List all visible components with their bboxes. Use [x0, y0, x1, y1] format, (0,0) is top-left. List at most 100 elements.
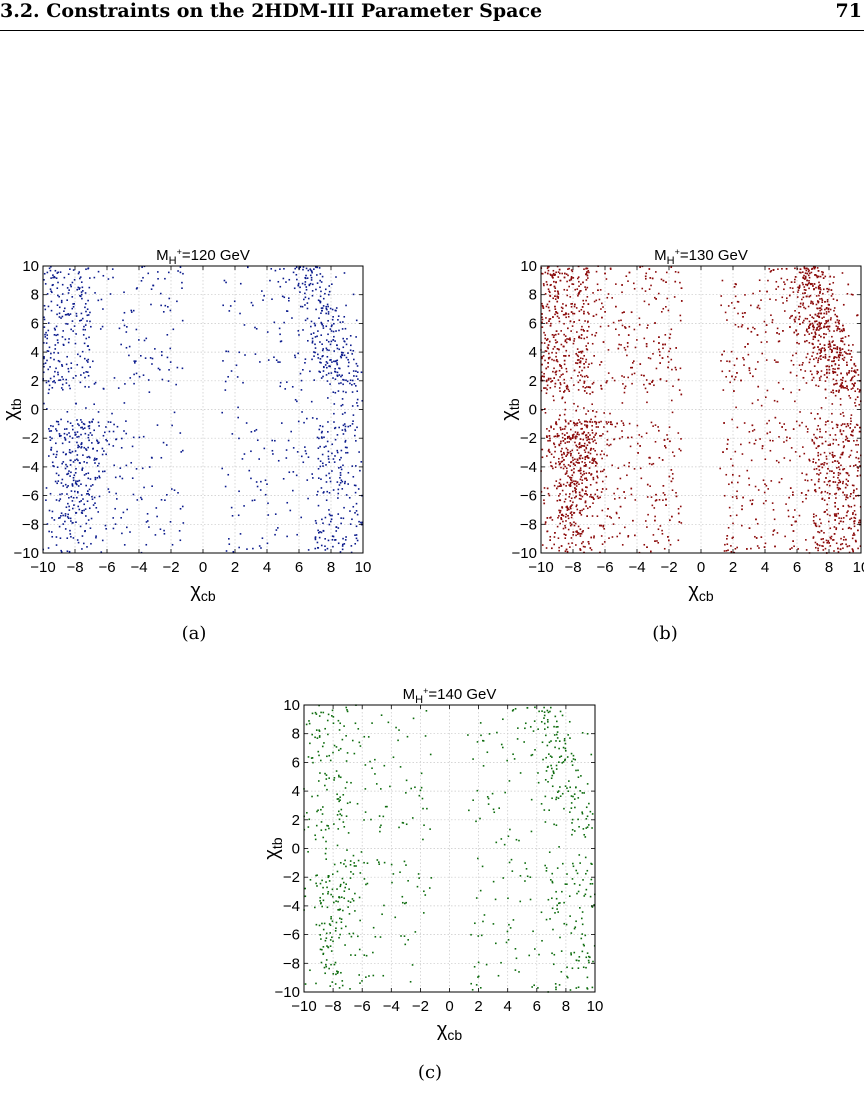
scatter-point	[58, 360, 61, 363]
scatter-point	[592, 496, 594, 499]
scatter-point	[638, 434, 641, 436]
scatter-point	[335, 307, 338, 309]
scatter-point	[727, 549, 729, 552]
scatter-point	[608, 444, 610, 447]
scatter-point	[765, 359, 768, 361]
scatter-point	[662, 485, 665, 487]
scatter-point	[595, 461, 598, 464]
scatter-point	[838, 367, 840, 370]
scatter-point	[564, 759, 566, 762]
scatter-point	[68, 496, 70, 499]
scatter-point	[88, 427, 91, 430]
scatter-point	[581, 306, 584, 308]
scatter-point	[540, 389, 543, 392]
scatter-point	[332, 535, 335, 538]
scatter-point	[624, 385, 627, 388]
scatter-point	[819, 379, 821, 382]
scatter-point	[835, 439, 838, 441]
scatter-point	[586, 426, 588, 429]
scatter-point	[558, 444, 561, 447]
scatter-point	[84, 324, 87, 326]
scatter-point	[836, 327, 839, 330]
scatter-point	[578, 443, 580, 446]
scatter-point	[817, 371, 819, 373]
scatter-point	[823, 344, 826, 346]
scatter-point	[568, 441, 570, 443]
scatter-point	[599, 363, 601, 366]
scatter-point	[68, 289, 70, 291]
scatter-point	[727, 438, 729, 441]
scatter-point	[774, 545, 776, 548]
scatter-point	[570, 476, 573, 479]
scatter-point	[857, 547, 859, 550]
scatter-point	[858, 390, 861, 393]
scatter-point	[834, 454, 836, 457]
scatter-point	[380, 714, 383, 716]
scatter-point	[160, 304, 162, 307]
scatter-point	[575, 920, 577, 923]
scatter-point	[827, 328, 830, 330]
scatter-point	[44, 362, 47, 364]
scatter-point	[741, 312, 744, 315]
scatter-point	[366, 882, 369, 885]
scatter-point	[65, 428, 68, 430]
scatter-point	[631, 366, 634, 369]
scatter-point	[43, 365, 45, 368]
scatter-point	[587, 959, 590, 962]
scatter-point	[53, 375, 55, 378]
scatter-point	[654, 519, 656, 522]
scatter-point	[336, 371, 339, 374]
scatter-point	[859, 379, 861, 382]
scatter-point	[846, 484, 849, 487]
scatter-point	[643, 300, 646, 303]
scatter-point	[814, 541, 817, 544]
scatter-point	[662, 343, 664, 346]
scatter-point	[841, 272, 844, 274]
scatter-point	[142, 276, 144, 279]
scatter-point	[564, 408, 567, 411]
scatter-point	[67, 420, 69, 423]
x-tick-label: −10	[30, 559, 55, 576]
scatter-point	[554, 308, 557, 310]
scatter-point	[821, 347, 824, 349]
scatter-point	[555, 311, 558, 314]
scatter-point	[843, 329, 845, 332]
scatter-point	[141, 266, 143, 269]
scatter-point	[61, 283, 64, 286]
scatter-point	[47, 322, 50, 324]
scatter-point	[802, 321, 804, 324]
scatter-point	[575, 530, 577, 533]
scatter-point	[595, 461, 598, 464]
scatter-point	[546, 487, 549, 490]
scatter-point	[77, 446, 79, 449]
scatter-point	[846, 293, 849, 295]
scatter-point	[553, 428, 555, 430]
scatter-point	[736, 546, 738, 549]
scatter-point	[355, 370, 357, 373]
scatter-point	[609, 412, 611, 415]
scatter-point	[580, 469, 582, 472]
scatter-point	[565, 341, 568, 344]
scatter-point	[318, 300, 321, 302]
scatter-point	[337, 319, 339, 321]
scatter-point	[546, 379, 548, 382]
scatter-point	[564, 550, 567, 553]
scatter-point	[854, 405, 857, 407]
scatter-point	[594, 334, 597, 337]
scatter-point	[824, 323, 826, 325]
scatter-point	[587, 410, 590, 412]
scatter-point	[570, 428, 572, 431]
scatter-point	[544, 411, 547, 414]
scatter-point	[227, 350, 230, 353]
scatter-point	[67, 485, 69, 487]
scatter-point	[173, 489, 176, 492]
scatter-point	[561, 432, 564, 435]
scatter-point	[827, 540, 830, 542]
scatter-point	[654, 540, 656, 542]
scatter-point	[67, 370, 70, 373]
scatter-point	[778, 436, 780, 438]
scatter-point	[349, 523, 352, 525]
scatter-point	[328, 349, 330, 352]
scatter-point	[849, 353, 852, 355]
scatter-point	[316, 794, 319, 797]
